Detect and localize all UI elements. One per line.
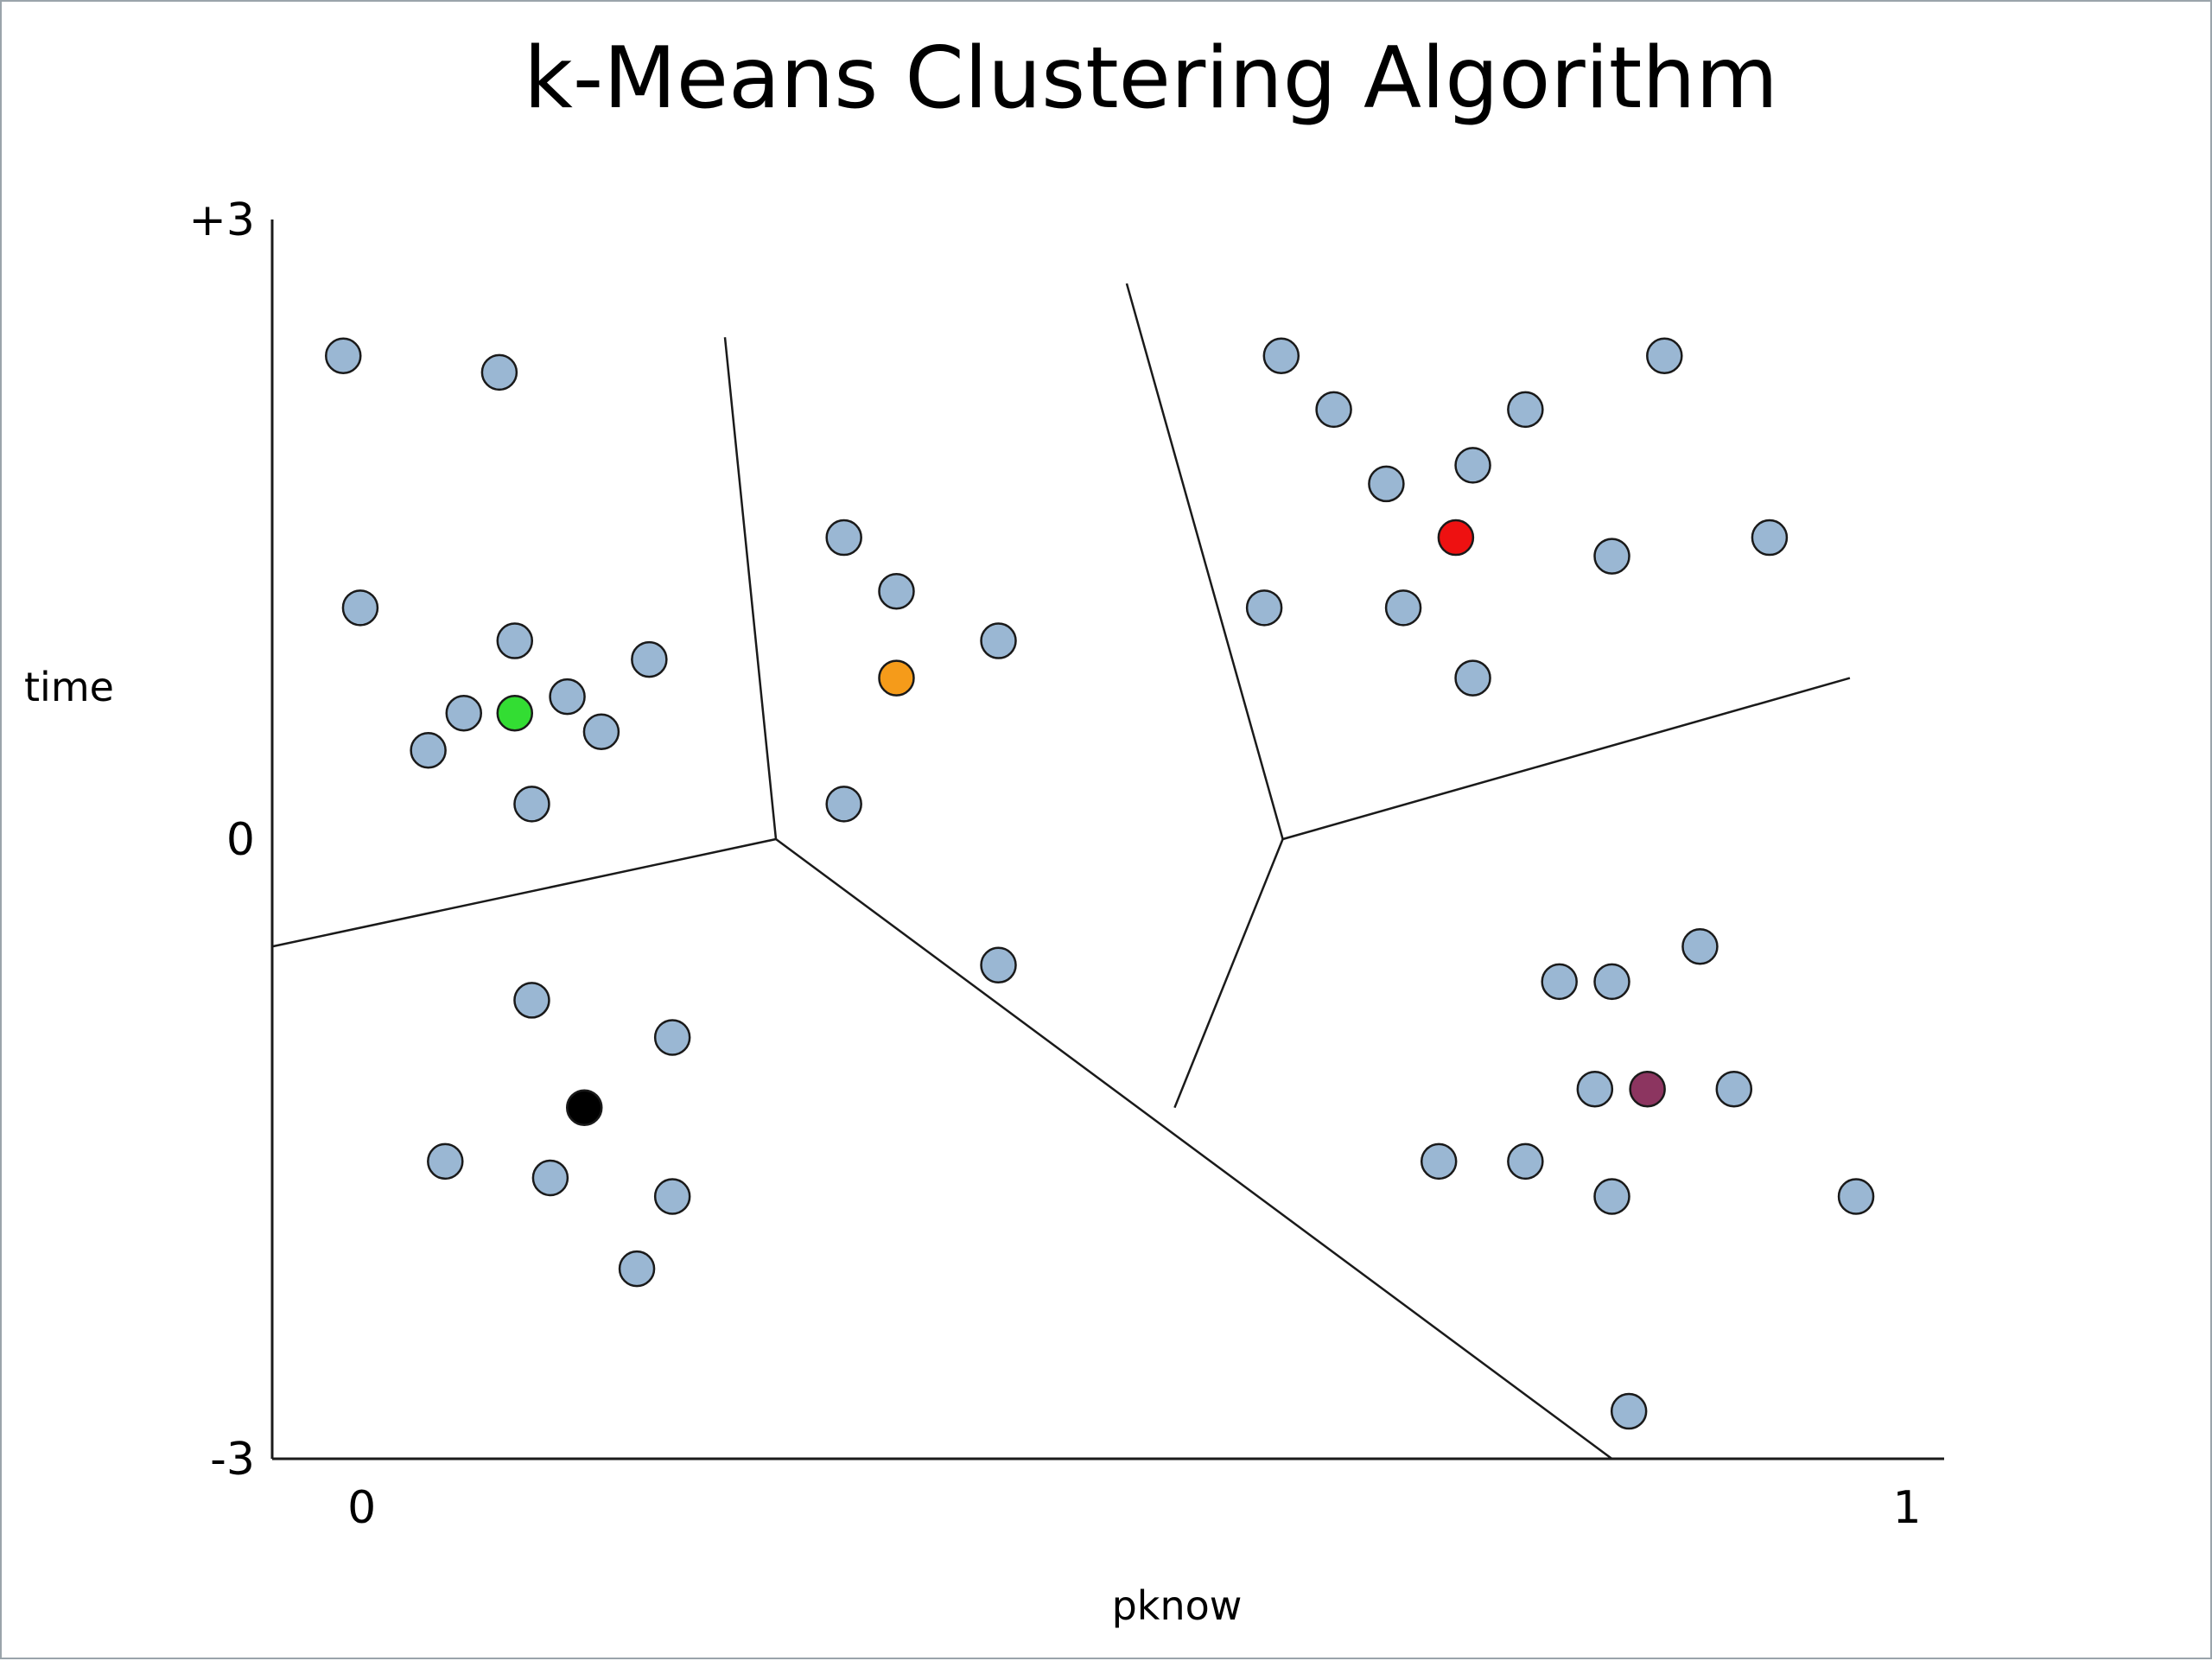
data-point xyxy=(410,731,447,769)
data-point xyxy=(631,640,668,678)
data-point xyxy=(427,1142,464,1181)
data-point xyxy=(496,622,534,659)
data-point xyxy=(582,713,620,750)
data-point xyxy=(1610,1392,1648,1430)
centroid-point xyxy=(878,659,915,697)
data-point xyxy=(341,589,379,627)
data-point xyxy=(1715,1070,1753,1108)
centroid-point xyxy=(496,694,534,732)
chart-title: k-Means Clustering Algorithm xyxy=(524,29,1778,128)
data-point xyxy=(980,622,1017,659)
data-point xyxy=(1315,391,1352,429)
cluster-boundaries xyxy=(271,283,1851,1461)
data-point xyxy=(618,1250,656,1288)
data-point xyxy=(825,786,862,823)
y-tick-label: +3 xyxy=(188,194,255,246)
data-point xyxy=(1576,1070,1614,1108)
data-point xyxy=(1837,1178,1875,1215)
data-point xyxy=(1384,589,1422,627)
data-point xyxy=(531,1159,569,1197)
boundary-line xyxy=(1173,838,1284,1109)
boundary-line xyxy=(775,837,1613,1461)
data-point xyxy=(1646,337,1683,374)
centroid-point xyxy=(565,1089,603,1126)
data-points xyxy=(325,337,1875,1430)
data-point xyxy=(513,786,550,823)
data-point xyxy=(1681,928,1719,965)
data-point xyxy=(325,337,362,374)
data-point xyxy=(1751,519,1789,557)
data-point xyxy=(480,353,518,391)
x-axis-label: pknow xyxy=(1112,1582,1243,1629)
data-point xyxy=(1593,963,1630,1001)
cluster-centroids xyxy=(496,519,1666,1126)
data-point xyxy=(1454,447,1491,484)
data-point xyxy=(549,678,586,716)
data-point xyxy=(878,572,915,610)
centroid-point xyxy=(1629,1070,1666,1108)
data-point xyxy=(1541,963,1578,1001)
data-point xyxy=(1454,659,1491,697)
data-point xyxy=(1593,1178,1630,1215)
data-point xyxy=(1507,1142,1544,1181)
x-tick-label: 0 xyxy=(347,1482,376,1534)
data-point xyxy=(445,694,483,732)
boundary-line xyxy=(1125,283,1284,840)
data-point xyxy=(653,1019,691,1056)
boundary-line xyxy=(1282,677,1851,841)
y-axis-label: time xyxy=(24,664,114,710)
data-point xyxy=(1245,589,1283,627)
data-point xyxy=(1593,538,1630,575)
data-point xyxy=(980,946,1017,984)
y-tick-label: -3 xyxy=(210,1434,255,1486)
data-point xyxy=(653,1178,691,1215)
centroid-point xyxy=(1437,519,1475,557)
data-point xyxy=(1420,1142,1458,1181)
boundary-line xyxy=(723,337,778,840)
data-point xyxy=(513,982,550,1019)
data-point xyxy=(1368,465,1405,503)
axis-ticks: +3 0 -3 0 1 xyxy=(188,194,1921,1534)
data-point xyxy=(1262,337,1300,374)
data-point xyxy=(1507,391,1544,429)
data-point xyxy=(825,519,862,557)
boundary-line xyxy=(271,837,777,948)
x-tick-label: 1 xyxy=(1893,1482,1922,1534)
y-tick-label: 0 xyxy=(226,814,255,866)
